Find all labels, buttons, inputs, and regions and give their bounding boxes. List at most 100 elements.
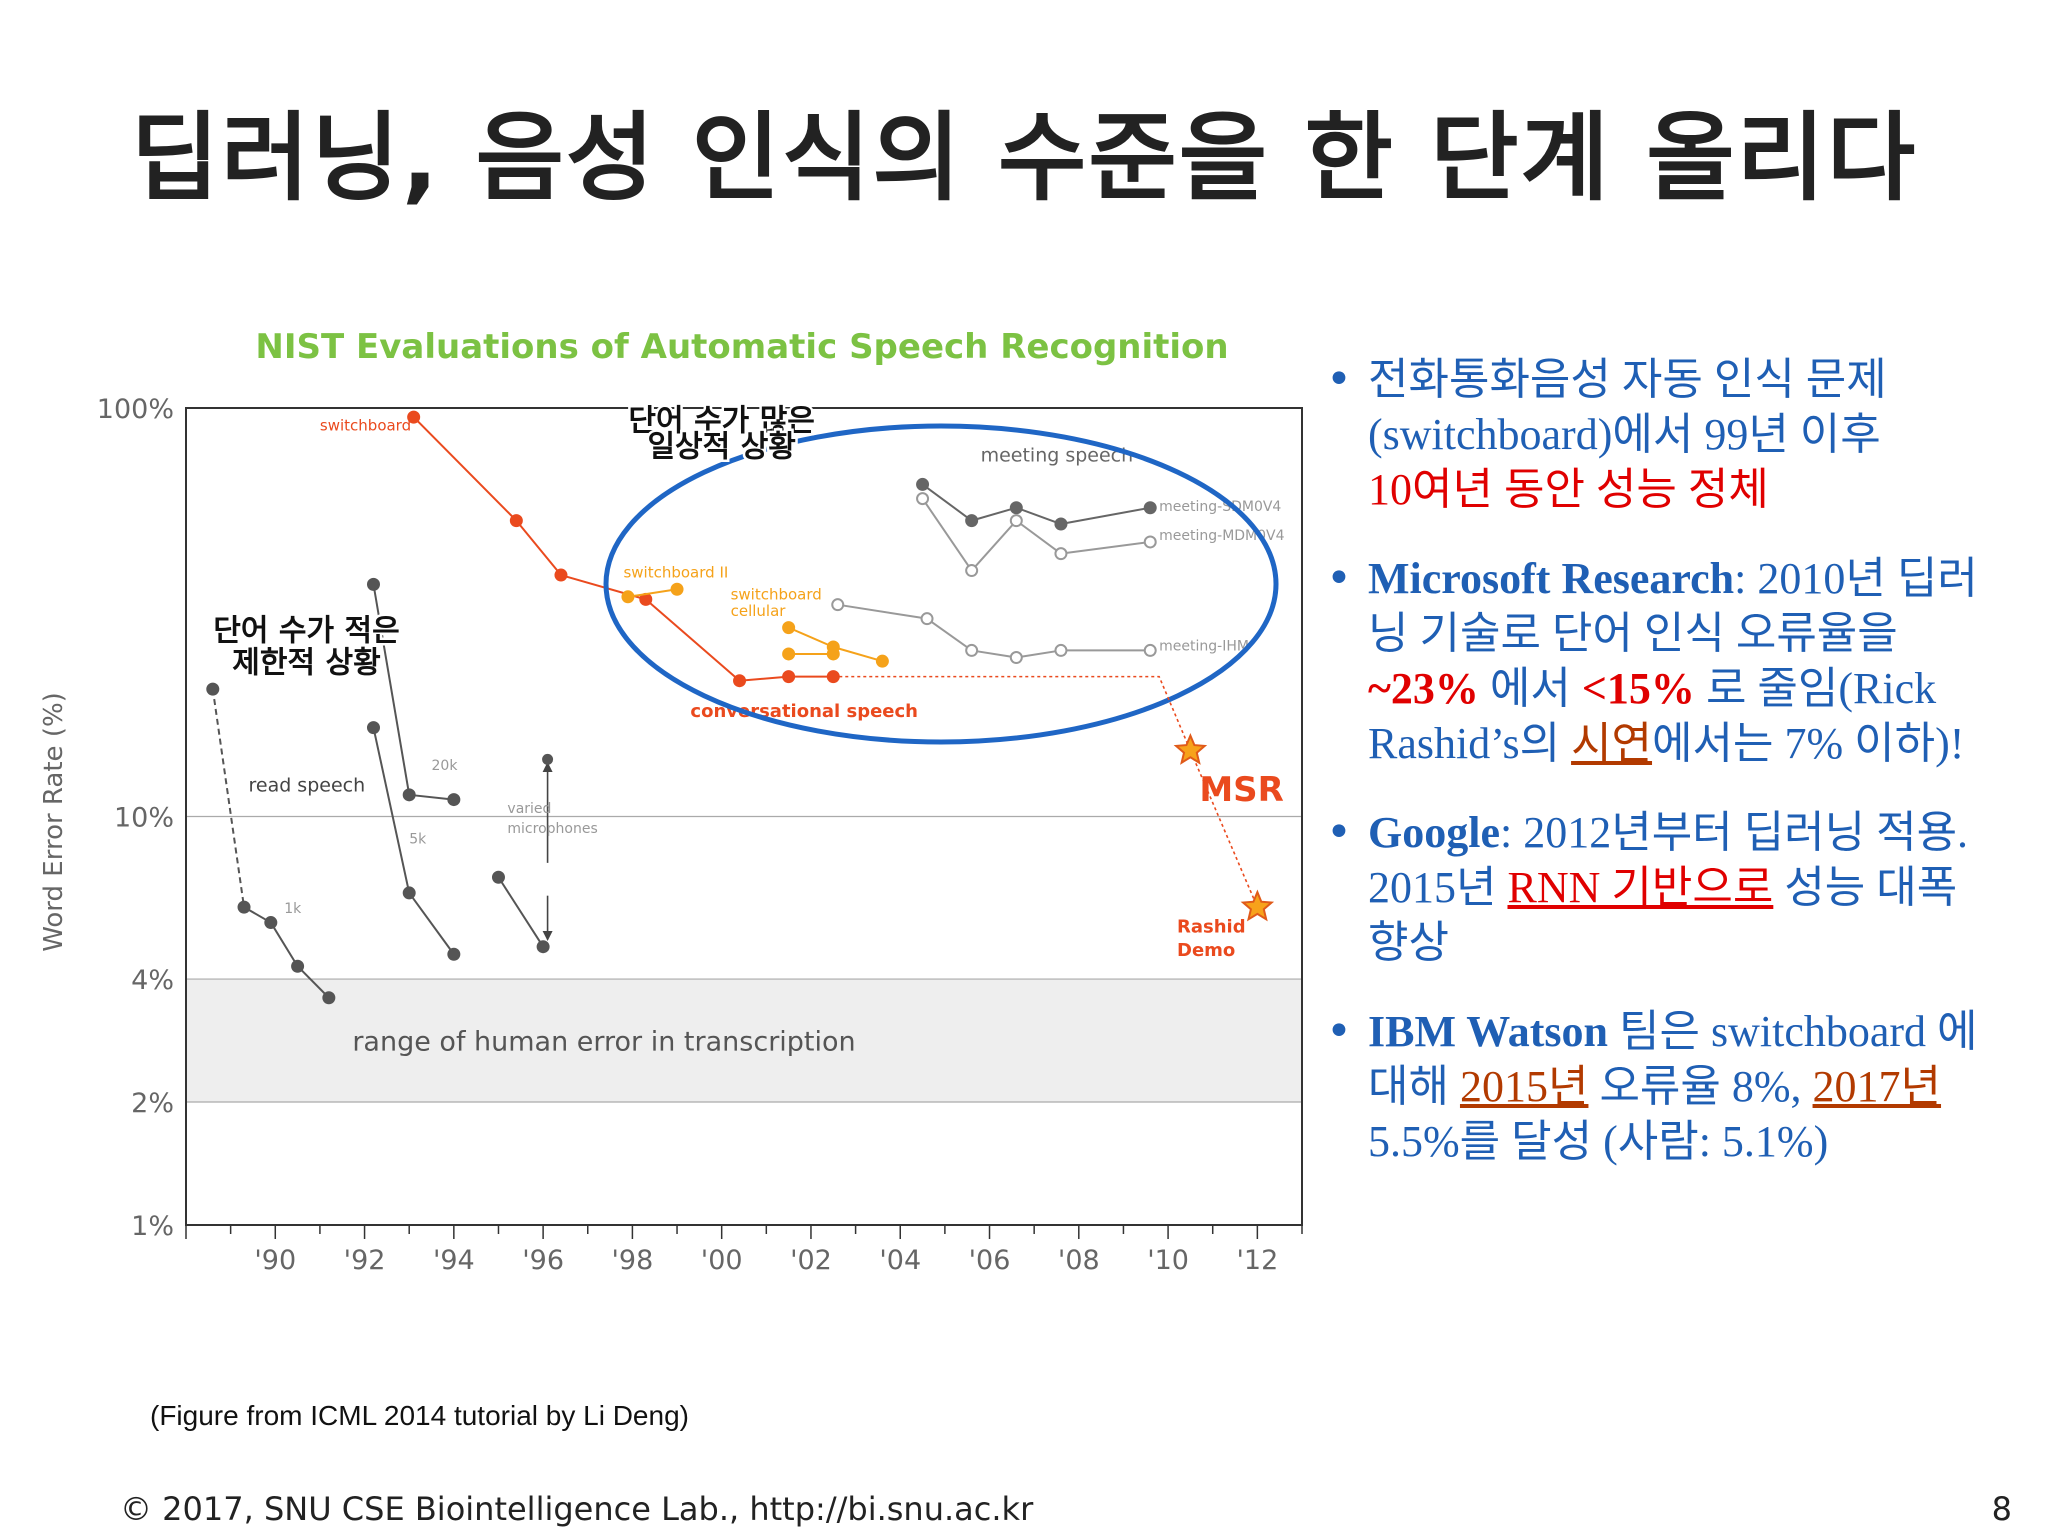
annotation-label: 1k [284, 901, 302, 917]
annotation-label: Rashid [1177, 917, 1246, 938]
series-segment [971, 506, 1017, 522]
data-point [402, 886, 416, 900]
data-point [733, 674, 747, 688]
figure-caption: (Figure from ICML 2014 tutorial by Li De… [150, 1400, 689, 1431]
callout-label: 단어 수가 많은 [628, 404, 815, 439]
human-band-label: range of human error in transcription [352, 1027, 855, 1058]
data-point [542, 753, 554, 765]
data-point [670, 582, 684, 596]
series-segment [372, 584, 411, 795]
value-after: <15% [1581, 664, 1695, 713]
series-segment [645, 598, 741, 682]
data-point [965, 643, 979, 657]
series-segment [296, 965, 330, 999]
highlight-ellipse [603, 423, 1279, 745]
series-segment [926, 617, 973, 652]
x-ticks: '90 '92 '94 '96 '98 '00 '02 '04 '06 '08 '10 '12 [185, 1225, 1303, 1276]
bullet-line: 5.5%를 달성 (사람: 5.1%) [1368, 1117, 1829, 1166]
bullet-microsoft: • Microsoft Research: 2010년 딥러 닝 기술로 단어 … [1320, 551, 2030, 771]
x-tick-label: '96 [522, 1245, 564, 1276]
data-point [831, 598, 845, 612]
bullet-text: 성능 대폭 [1773, 863, 1958, 912]
data-point [447, 947, 461, 961]
annotation-label: switchboard II [623, 563, 728, 581]
bullet-text: 로 줄임(Rick [1694, 664, 1937, 713]
series-segment [627, 588, 678, 598]
series-segment [412, 416, 518, 522]
data-point [366, 721, 380, 735]
star-marker [1240, 889, 1275, 922]
series-segment [211, 689, 246, 908]
y-ticks: 100% 10% 4% 2% 1% [97, 394, 174, 1242]
annotation-label: conversational speech [690, 701, 918, 722]
data-point [782, 647, 796, 661]
data-point [1009, 651, 1023, 665]
value-before: ~23% [1368, 664, 1479, 713]
series-segment [269, 922, 299, 967]
bullet-text: 대해 [1368, 1062, 1460, 1111]
x-tick-label: '08 [1058, 1245, 1100, 1276]
data-point [1054, 547, 1068, 561]
data-point [447, 793, 461, 807]
data-point [264, 916, 278, 930]
y-tick-label: 100% [97, 394, 174, 425]
annotation-label: meeting-MDM0V4 [1159, 528, 1284, 544]
data-point [237, 900, 251, 914]
data-point [1143, 535, 1157, 549]
bullet-text: 팀은 switchboard 에 [1608, 1007, 1978, 1056]
annotation-label: varied [507, 801, 551, 817]
annotation-label: 20k [432, 758, 459, 774]
data-point [491, 870, 505, 884]
data-point [402, 788, 416, 802]
series-segment [372, 727, 411, 894]
y-tick-label: 4% [131, 965, 174, 996]
y-tick-label: 1% [131, 1211, 174, 1242]
bullet-text: 오류율 8%, [1588, 1062, 1813, 1111]
bullet-line: 전화통화음성 자동 인식 문제 [1368, 355, 1887, 404]
footer-copyright: © 2017, SNU CSE Biointelligence Lab., ht… [120, 1490, 1034, 1528]
year-2015-link[interactable]: 2015년 [1459, 1062, 1589, 1111]
data-point [1143, 501, 1157, 515]
x-tick-label: '12 [1236, 1245, 1278, 1276]
data-point [875, 654, 889, 668]
series-segment [833, 646, 883, 663]
x-tick-label: '94 [433, 1245, 475, 1276]
data-point [554, 568, 568, 582]
x-tick-label: '10 [1147, 1245, 1189, 1276]
bullet-line: (switchboard)에서 99년 이후 [1368, 410, 1881, 459]
series-layer [206, 410, 1157, 1005]
data-point [782, 670, 796, 684]
data-point [291, 959, 305, 973]
human-band-rect [186, 979, 1302, 1103]
data-point [621, 590, 635, 604]
data-point [782, 621, 796, 635]
series-segment [408, 892, 455, 955]
annotation-label: 5k [409, 831, 427, 847]
y-tick-label: 10% [114, 803, 174, 834]
bullet-text: Rashid’s의 [1368, 719, 1572, 768]
bullet-line: 10여년 동안 성능 정체 [1368, 465, 1769, 514]
annotation-label: switchboard [731, 585, 822, 603]
x-tick-label: '00 [701, 1245, 743, 1276]
series-segment [1015, 519, 1062, 555]
bullet-google: • Google: 2012년부터 딥러닝 적용. 2015년 RNN 기반으로… [1320, 805, 2030, 970]
data-point [965, 514, 979, 528]
company-name: Google [1368, 808, 1500, 857]
data-point [1054, 643, 1068, 657]
bullet-dot: • [1326, 553, 1352, 604]
annotation-label: meeting-SDM0V4 [1159, 499, 1281, 515]
data-point [1009, 501, 1023, 515]
rnn-link[interactable]: RNN 기반으로 [1507, 863, 1774, 912]
demo-link[interactable]: 시연 [1571, 719, 1653, 768]
year-2017-link[interactable]: 2017년 [1812, 1062, 1942, 1111]
series-segment [739, 675, 789, 682]
bullet-text: 2015년 [1368, 863, 1508, 912]
annotation-label: Demo [1177, 940, 1235, 961]
bullet-line: 닝 기술로 단어 인식 오류율을 [1368, 609, 1898, 658]
x-tick-label: '92 [344, 1245, 386, 1276]
data-point [509, 514, 523, 528]
plot-frame [185, 407, 1303, 1226]
annotation-label: cellular [731, 602, 787, 620]
bullet-dot: • [1326, 1006, 1352, 1057]
